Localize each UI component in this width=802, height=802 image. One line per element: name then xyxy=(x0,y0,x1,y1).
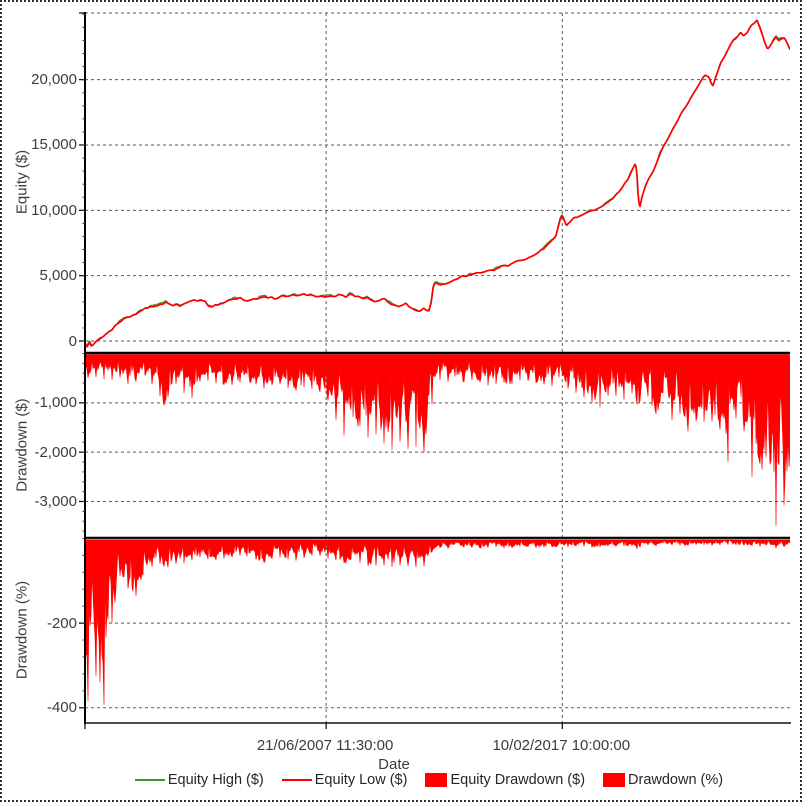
legend: Equity High ($) Equity Low ($) Equity Dr… xyxy=(0,772,802,788)
legend-label: Equity Low ($) xyxy=(314,772,408,788)
y-tick-label: -200 xyxy=(46,614,77,632)
x-axis-title: Date xyxy=(378,756,410,773)
equity-high-line xyxy=(85,19,790,347)
drawdown-pct-rect-swatch xyxy=(603,773,626,787)
y-tick-label: 15,000 xyxy=(31,136,77,154)
y-tick-label: 10,000 xyxy=(31,201,77,219)
x-tick-label-2007: 21/06/2007 11:30:00 xyxy=(256,737,394,754)
equity-low-line-swatch xyxy=(281,779,312,781)
legend-item-drawdown-pct: Drawdown (%) xyxy=(603,772,723,788)
equity-panel-series xyxy=(85,19,790,348)
drawdown-percent-area-group xyxy=(85,538,790,705)
equity-low-line xyxy=(85,19,790,348)
drawdown-percent-area xyxy=(85,538,790,705)
y-tick-label: -3,000 xyxy=(34,492,77,510)
equity-axis-title: Equity ($) xyxy=(13,149,31,215)
y-tick-label: -1,000 xyxy=(34,394,77,412)
drawdown-dollar-area xyxy=(85,354,790,526)
y-tick-label: -400 xyxy=(46,699,77,717)
equity-drawdown-rect-swatch xyxy=(425,773,448,787)
equity-high-line-swatch xyxy=(134,779,165,781)
legend-label: Equity Drawdown ($) xyxy=(450,772,586,788)
drawdown-percent-axis-title: Drawdown (%) xyxy=(13,580,31,680)
legend-item-equity-low: Equity Low ($) xyxy=(281,772,408,788)
y-tick-label: -2,000 xyxy=(34,443,77,461)
legend-item-equity-high: Equity High ($) xyxy=(134,772,264,788)
legend-label: Equity High ($) xyxy=(167,772,264,788)
y-tick-label: 20,000 xyxy=(31,71,77,89)
drawdown-dollar-area-group xyxy=(85,354,790,526)
axes xyxy=(79,12,791,729)
y-tick-label: 5,000 xyxy=(39,267,77,285)
y-tick-label: 0 xyxy=(68,332,77,350)
legend-label: Drawdown (%) xyxy=(628,772,724,788)
legend-item-equity-drawdown: Equity Drawdown ($) xyxy=(425,772,585,788)
drawdown-dollar-axis-title: Drawdown ($) xyxy=(13,398,31,492)
x-tick-label-2017: 10/02/2017 10:00:00 xyxy=(492,737,631,754)
